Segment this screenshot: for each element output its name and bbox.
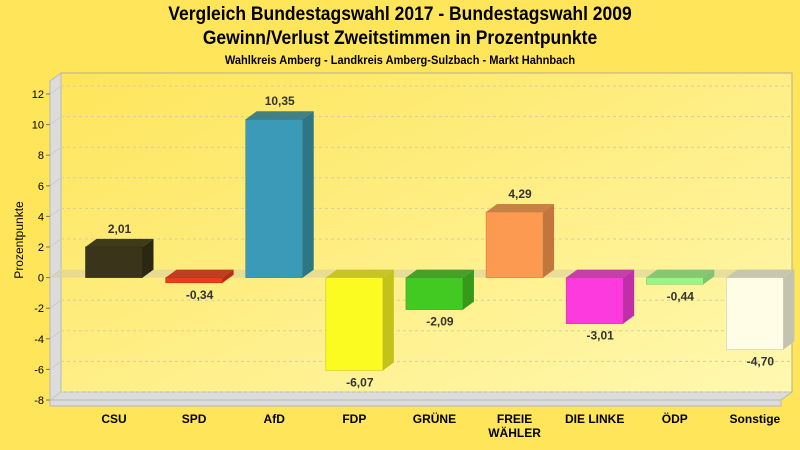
value-label: 2,01	[108, 222, 132, 236]
value-label: -2,09	[426, 315, 454, 329]
value-label: 4,29	[508, 187, 532, 201]
gridline-side	[49, 177, 62, 187]
bar-die-linke	[565, 269, 635, 324]
x-tick-label: AfD	[264, 412, 286, 426]
x-tick-label: FDP	[342, 412, 366, 426]
bars	[85, 111, 795, 371]
bar-fdp	[325, 269, 394, 371]
y-axis: 12 10 8 6 4 2 0 -2 -4 -6 -8	[32, 89, 50, 407]
bar-front	[85, 246, 143, 278]
x-tick-label: ÖDP	[662, 411, 688, 426]
bar-front	[405, 277, 464, 310]
bar-side	[382, 269, 394, 371]
bar-front	[565, 277, 624, 324]
gridline-side	[49, 269, 62, 279]
bar-top	[325, 269, 394, 278]
bar-side	[222, 269, 234, 283]
y-tick-label: 6	[38, 181, 44, 193]
bar-side	[783, 269, 795, 350]
x-tick-label: DIE LINKE	[565, 412, 624, 426]
bar-front	[165, 277, 223, 284]
bar-spd	[165, 269, 234, 284]
x-tick-label: CSU	[101, 412, 126, 426]
chart-title: Vergleich Bundestagswahl 2017 - Bundesta…	[168, 4, 632, 25]
gridline-side	[49, 116, 62, 126]
gridline-side	[49, 146, 62, 156]
floor-edge	[49, 399, 782, 407]
value-label: -0,44	[667, 289, 695, 303]
bar-top	[646, 269, 715, 278]
gridline-side	[49, 330, 62, 340]
bar-side	[623, 269, 635, 324]
x-tick-label: WÄHLER	[488, 425, 541, 440]
bar-front	[485, 211, 544, 278]
bar-front	[726, 277, 784, 350]
bar-side	[142, 238, 154, 278]
bar-front	[245, 118, 303, 278]
y-tick-label: -4	[34, 334, 44, 346]
value-label: 10,35	[265, 94, 295, 108]
bar-top	[486, 203, 555, 212]
y-tick-label: -6	[34, 364, 44, 376]
gridline-side	[49, 85, 62, 95]
value-label: -6,07	[346, 375, 374, 389]
chart-caption: Wahlkreis Amberg - Landkreis Amberg-Sulz…	[224, 53, 576, 67]
y-tick-label: 0	[38, 273, 44, 285]
y-tick-label: -2	[34, 303, 44, 315]
y-tick-label: 2	[38, 242, 44, 254]
x-tick-label: SPD	[182, 412, 207, 426]
bar-ödp	[646, 269, 715, 285]
gridline-side	[49, 391, 62, 401]
gridlines	[49, 85, 792, 401]
bar-side	[462, 269, 474, 310]
y-axis-label: Prozentpunkte	[12, 201, 26, 279]
floor	[48, 391, 794, 401]
back-wall	[60, 72, 793, 393]
gridline-side	[49, 238, 62, 248]
gridline-side	[49, 207, 62, 217]
bar-sonstige	[726, 269, 795, 350]
bar-front	[325, 277, 384, 371]
x-tick-label: GRÜNE	[413, 411, 456, 426]
bar-top	[566, 269, 635, 278]
bar-top	[165, 269, 234, 278]
value-labels: 2,01 -0,34 10,35 -6,07 -2,09 4,29 -3,01 -0,44 -4…	[108, 94, 775, 389]
value-label: -3,01	[586, 329, 614, 343]
gridline-side	[49, 360, 62, 370]
bar-side	[543, 203, 555, 278]
side-wall	[49, 72, 62, 401]
bar-afd	[245, 111, 314, 278]
bar-top	[245, 111, 314, 120]
bar-freie-wähler	[485, 203, 555, 278]
y-tick-label: 10	[32, 120, 44, 132]
value-label: -4,70	[747, 355, 775, 369]
bar-grüne	[405, 269, 474, 310]
x-tick-label: FREIE	[497, 412, 532, 426]
y-tick-label: 12	[32, 89, 44, 101]
bar-csu	[85, 238, 154, 278]
gridline-side	[49, 299, 62, 309]
bar-top	[85, 238, 154, 247]
bar-front	[646, 277, 704, 285]
y-tick-label: 8	[38, 150, 44, 162]
bar-side	[703, 269, 715, 285]
bar-top	[405, 269, 474, 278]
plot-frame	[48, 72, 794, 407]
x-tick-label: Sonstige	[730, 412, 781, 426]
y-tick-label: 4	[38, 211, 44, 223]
y-tick-label: -8	[34, 395, 44, 407]
bar-side	[302, 111, 314, 278]
chart-subtitle: Gewinn/Verlust Zweitstimmen in Prozentpu…	[202, 28, 598, 49]
bar-top	[726, 269, 795, 278]
value-label: -0,34	[186, 288, 214, 302]
